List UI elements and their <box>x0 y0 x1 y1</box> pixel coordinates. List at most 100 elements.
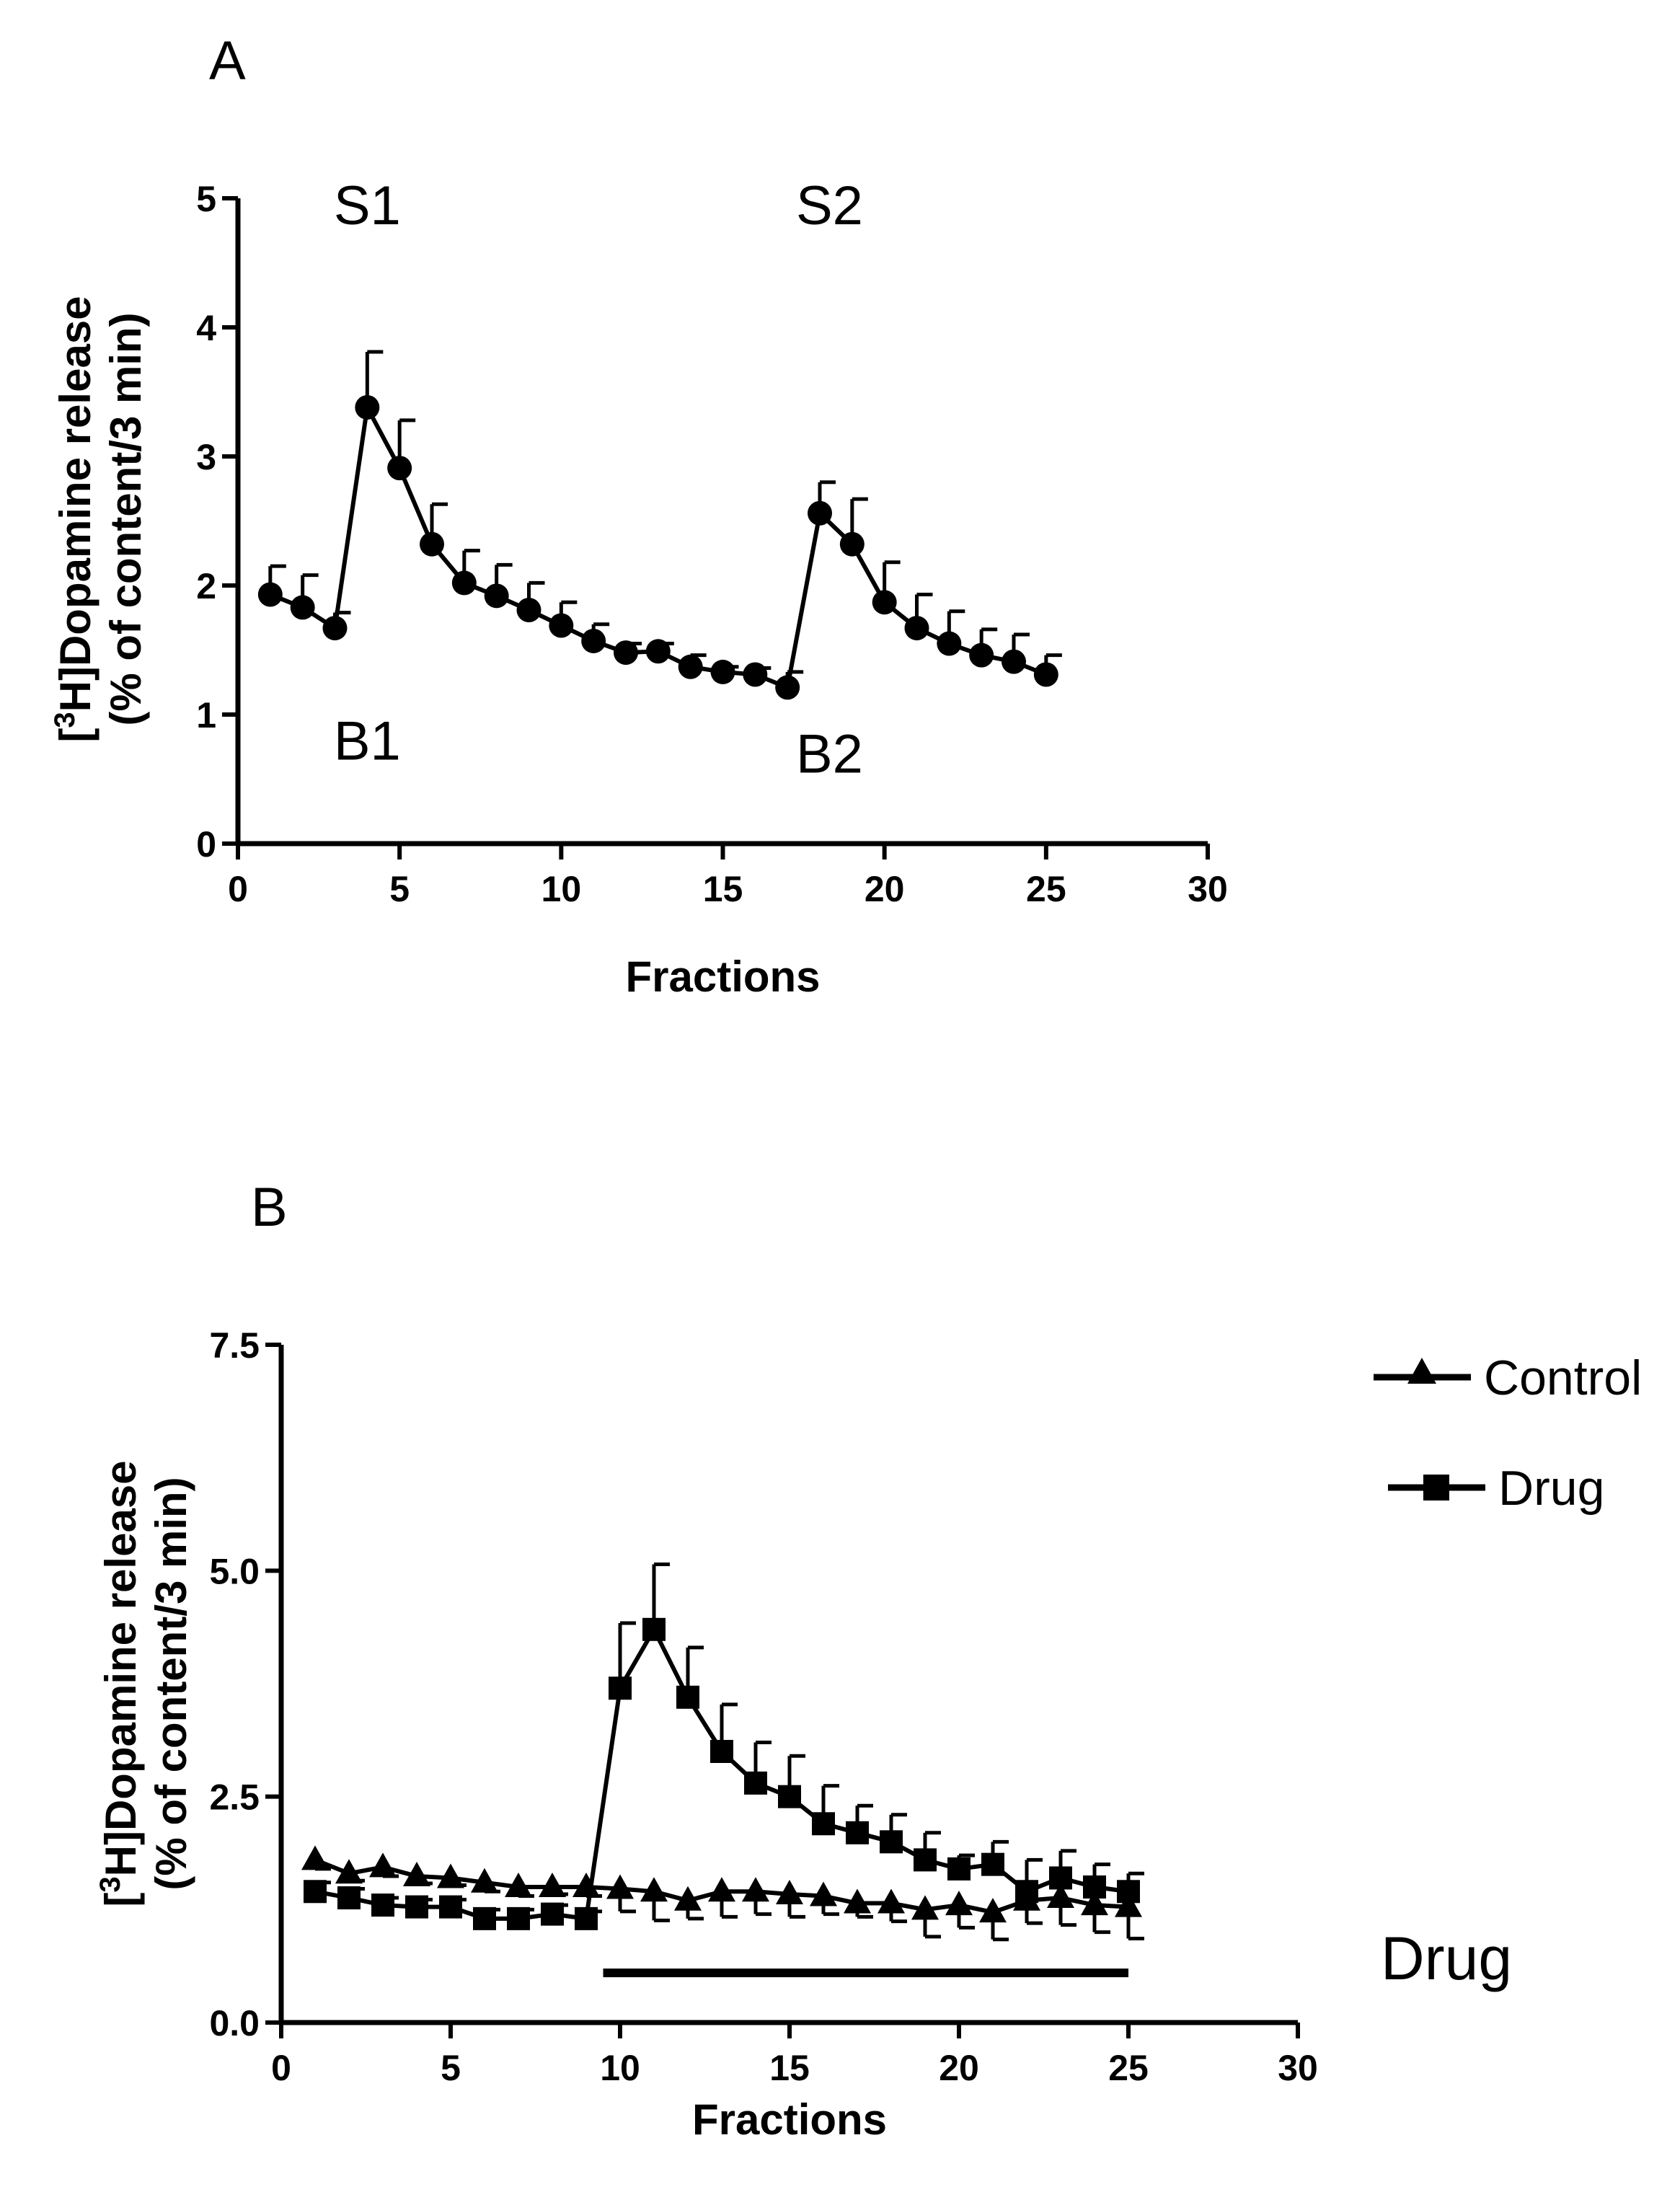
y-tick-label-b: 7.5 <box>209 1325 260 1366</box>
x-tick-label-b: 15 <box>769 2048 810 2088</box>
data-point-drug <box>812 1812 835 1836</box>
data-point-drug <box>1117 1880 1140 1904</box>
data-point-release <box>322 616 348 641</box>
data-point-control <box>403 1861 430 1886</box>
x-tick-label-a: 10 <box>541 869 582 909</box>
data-point-control <box>1047 1883 1074 1909</box>
data-point-drug <box>541 1902 564 1926</box>
data-point-drug <box>981 1852 1004 1876</box>
data-point-release <box>808 500 832 526</box>
data-point-drug <box>1049 1866 1072 1890</box>
data-point-control <box>1115 1892 1142 1917</box>
x-tick-label-b: 10 <box>600 2048 640 2088</box>
x-tick-label-b: 30 <box>1278 2048 1318 2088</box>
y-axis-title-line1-b: [3H]Dopamine release <box>94 1460 145 1906</box>
y-tick-label-a: 3 <box>196 437 216 477</box>
panel-a-label: A <box>209 30 246 92</box>
data-point-control <box>877 1888 905 1914</box>
data-point-control <box>810 1881 837 1906</box>
data-point-drug <box>947 1857 971 1881</box>
data-point-drug <box>880 1830 903 1854</box>
data-point-drug <box>507 1906 530 1930</box>
data-point-drug <box>439 1895 462 1919</box>
x-tick-label-a: 25 <box>1026 869 1066 909</box>
y-tick-label-a: 4 <box>196 308 216 348</box>
data-point-control <box>776 1880 803 1905</box>
data-point-drug <box>914 1848 937 1872</box>
y-tick-label-a: 2 <box>196 566 216 606</box>
x-tick-label-a: 0 <box>228 869 248 909</box>
annotation-b1: B1 <box>334 711 401 772</box>
data-point-release <box>257 582 283 607</box>
x-tick-label-b: 25 <box>1108 2048 1149 2088</box>
annotation-s2: S2 <box>796 175 863 237</box>
data-point-release <box>839 531 865 557</box>
data-point-drug <box>405 1895 428 1919</box>
data-point-drug <box>473 1906 496 1930</box>
data-point-release <box>484 583 509 609</box>
data-point-release <box>678 654 703 679</box>
data-point-control <box>640 1877 668 1902</box>
data-point-release <box>937 631 962 656</box>
data-point-drug <box>609 1676 632 1700</box>
y-axis-title-line2-a: (% of content/3 min) <box>102 312 150 725</box>
data-point-release <box>290 595 315 620</box>
data-point-drug <box>1015 1880 1038 1904</box>
data-point-control <box>911 1895 939 1920</box>
data-point-control <box>437 1863 464 1888</box>
data-point-release <box>872 590 897 615</box>
data-point-release <box>581 628 606 653</box>
data-point-release <box>904 616 929 641</box>
data-point-drug <box>371 1893 394 1917</box>
data-point-release <box>710 659 735 684</box>
legend: Control Drug <box>1374 1351 1642 1516</box>
data-point-control <box>301 1845 329 1870</box>
x-axis-title-a: Fractions <box>625 953 820 1001</box>
data-point-control <box>945 1891 973 1916</box>
data-point-release <box>969 642 994 668</box>
data-point-drug <box>642 1617 666 1641</box>
data-point-release <box>743 662 768 687</box>
data-point-drug <box>744 1771 767 1795</box>
panel-b-label: B <box>251 1177 288 1238</box>
y-tick-label-b: 2.5 <box>209 1777 260 1818</box>
data-point-drug <box>846 1821 869 1844</box>
legend-drug-label: Drug <box>1498 1461 1604 1516</box>
data-point-control <box>471 1868 498 1893</box>
data-point-drug <box>304 1880 327 1904</box>
y-tick-label-a: 5 <box>196 179 216 219</box>
x-tick-label-b: 5 <box>441 2048 461 2088</box>
data-point-release <box>387 456 412 481</box>
data-point-drug <box>1083 1875 1106 1899</box>
x-tick-label-a: 5 <box>389 869 410 909</box>
data-point-drug <box>676 1685 699 1709</box>
data-point-control <box>572 1873 600 1897</box>
data-point-release <box>516 598 541 623</box>
data-point-control <box>606 1874 634 1899</box>
data-point-control <box>505 1873 532 1897</box>
legend-control-label: Control <box>1484 1351 1642 1405</box>
x-tick-label-a: 20 <box>865 869 905 909</box>
data-point-control <box>539 1873 566 1897</box>
data-point-control <box>674 1886 702 1911</box>
x-axis-title-b: Fractions <box>692 2095 887 2144</box>
data-point-control <box>708 1877 735 1902</box>
data-point-drug <box>337 1886 361 1910</box>
data-point-control <box>335 1859 363 1884</box>
y-tick-label-b: 5.0 <box>209 1551 260 1591</box>
data-point-release <box>549 613 574 638</box>
data-point-drug <box>575 1906 598 1930</box>
data-point-release <box>420 531 444 557</box>
data-point-release <box>1002 649 1026 674</box>
data-point-release <box>451 570 477 596</box>
data-point-control <box>742 1877 769 1902</box>
data-point-release <box>614 640 638 666</box>
y-tick-label-a: 0 <box>196 824 216 865</box>
data-point-release <box>775 675 800 700</box>
panel-b-plot: 0.0 2.5 5.0 7.5 0 5 10 15 20 25 30 Fractions [3H]Dop… <box>94 1325 1318 2144</box>
panel-a: A 0 1 2 3 4 5 0 5 10 15 20 25 30 Fractions [3H]Dopamin… <box>49 30 1228 1001</box>
annotation-s1: S1 <box>334 175 401 237</box>
panel-b: B 0.0 2.5 5.0 7.5 0 5 10 15 20 25 30 Fractions [3H]D… <box>94 1177 1642 2144</box>
legend-control-triangle-icon <box>1407 1358 1436 1384</box>
